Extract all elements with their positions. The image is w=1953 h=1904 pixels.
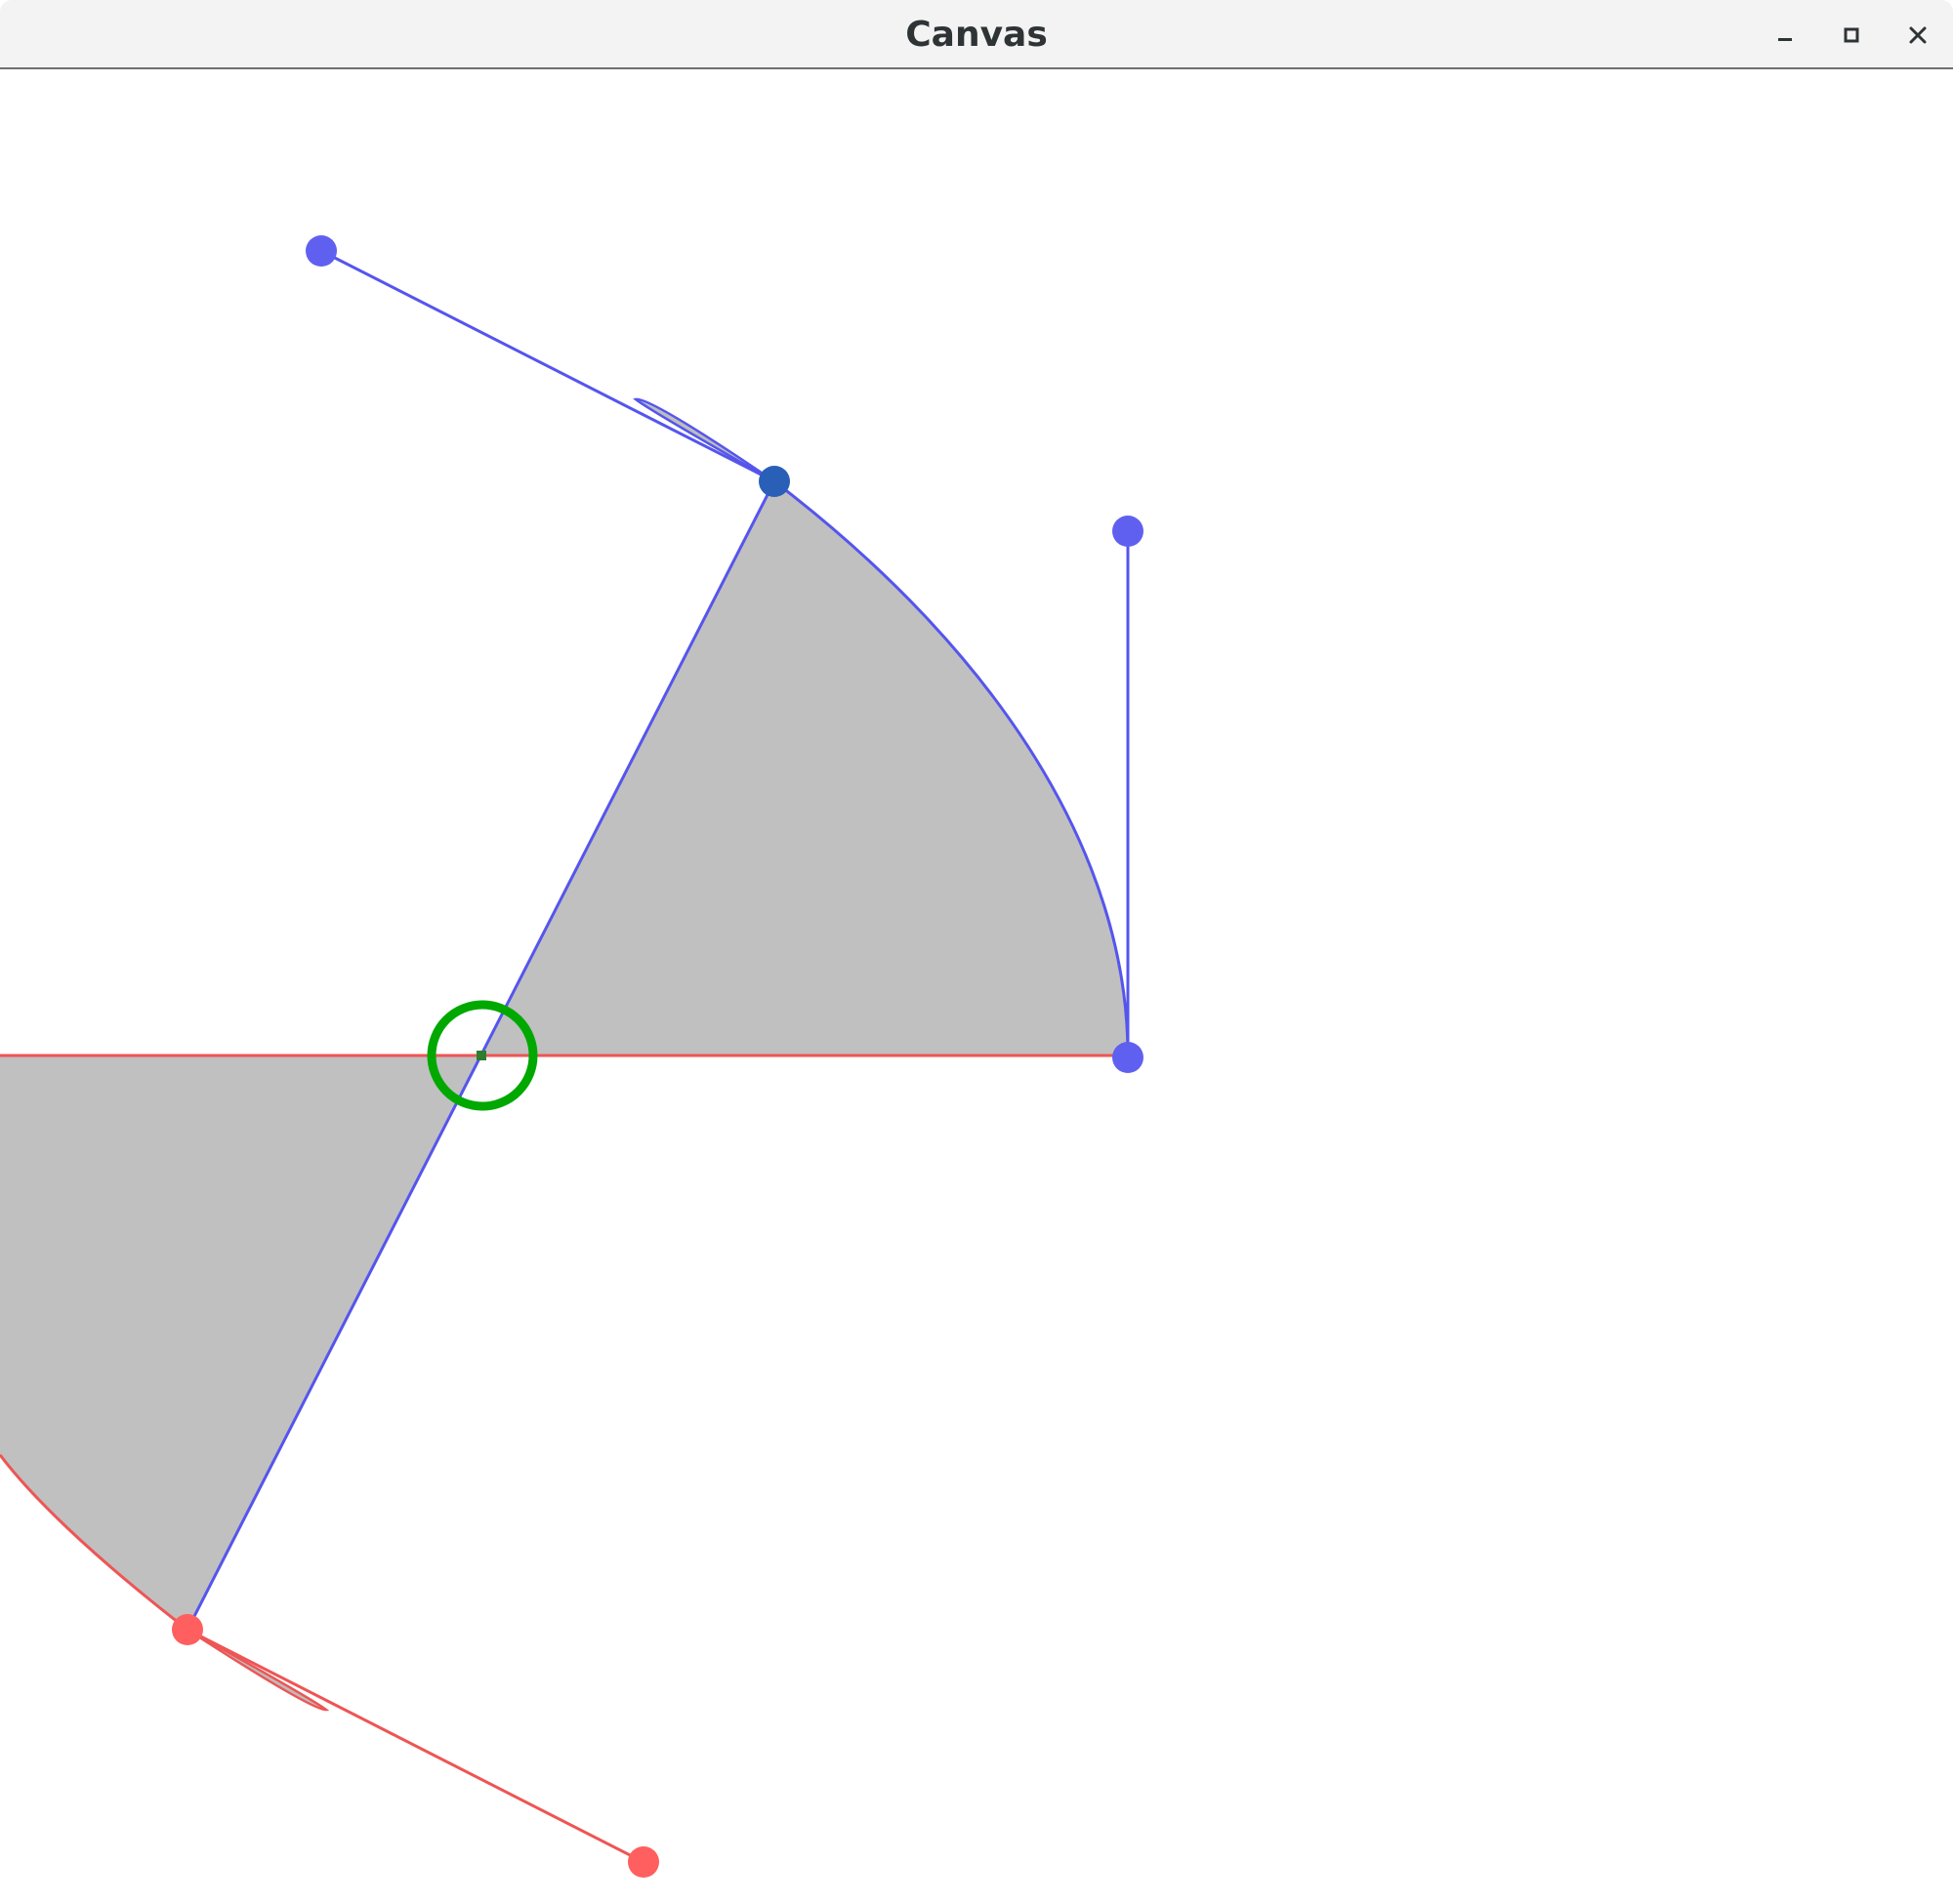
minimize-icon — [1778, 38, 1792, 41]
title-bar[interactable]: Canvas — [0, 0, 1953, 69]
red-arc — [0, 1454, 188, 1632]
blue-handle-top-left[interactable] — [306, 235, 337, 267]
upper-sector-fill — [482, 481, 1128, 1055]
red-lens-loop — [187, 1628, 330, 1712]
minimize-button[interactable] — [1764, 14, 1807, 57]
blue-arc — [773, 479, 1130, 1056]
drawing-canvas[interactable] — [0, 71, 1953, 1904]
maximize-button[interactable] — [1830, 14, 1873, 57]
maximize-icon — [1844, 27, 1859, 43]
blue-lens-loop — [633, 397, 775, 483]
lower-sector-fill — [0, 1055, 482, 1630]
red-handle-bottom[interactable] — [628, 1846, 659, 1878]
pivot-dot — [477, 1051, 486, 1060]
red-handle-arc-start[interactable] — [172, 1614, 203, 1645]
red-handle-line — [187, 1628, 644, 1864]
blue-handle-arc-start[interactable] — [759, 466, 790, 497]
blue-handle-line-upper — [320, 249, 775, 483]
canvas-drawing — [0, 235, 1143, 1878]
pivot-ring[interactable] — [427, 1000, 538, 1111]
blue-handle-arc-end[interactable] — [1112, 1042, 1143, 1073]
close-button[interactable] — [1896, 14, 1939, 57]
close-icon — [1909, 26, 1927, 44]
blue-handle-vertical-top[interactable] — [1112, 516, 1143, 547]
window-title: Canvas — [905, 15, 1048, 55]
